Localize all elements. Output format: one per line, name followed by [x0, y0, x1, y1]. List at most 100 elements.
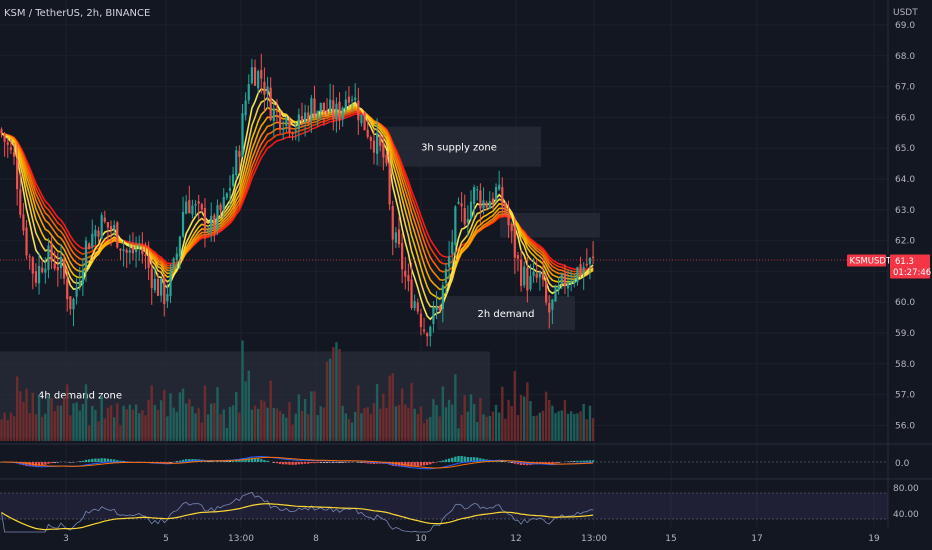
candle-body: [0, 129, 3, 134]
macd-hist-bar: [256, 458, 260, 462]
macd-hist-bar: [310, 462, 313, 464]
volume-bar: [116, 403, 119, 441]
candle-body: [69, 296, 72, 309]
x-tick-label: 3: [63, 534, 69, 544]
volume-bar: [563, 400, 567, 441]
candle-body: [3, 133, 6, 142]
volume-bar: [181, 388, 185, 441]
candle-body: [307, 112, 310, 122]
candle-body: [44, 268, 47, 273]
macd-hist-bar: [357, 462, 360, 463]
macd-hist-bar: [472, 457, 476, 462]
macd-hist-bar: [288, 462, 291, 465]
candle-body: [385, 154, 388, 164]
rsi-upper-label: 80.00: [893, 484, 919, 494]
volume-bar: [397, 405, 401, 441]
macd-hist-bar: [241, 459, 244, 462]
volume-bar: [272, 407, 276, 441]
candle-body: [147, 256, 150, 268]
volume-bar: [413, 408, 416, 441]
macd-hist-bar: [106, 458, 110, 462]
rsi-band: [0, 493, 888, 519]
volume-bar: [576, 413, 579, 441]
candle-body: [454, 206, 457, 246]
macd-hist-bar: [250, 457, 254, 462]
rsi-lower-label: 40.00: [893, 510, 919, 520]
volume-bar: [6, 420, 9, 441]
volume-bar: [56, 405, 60, 441]
y-tick-label: 66.0: [895, 113, 915, 123]
macd-hist-bar: [360, 462, 363, 463]
candle-body: [529, 275, 532, 289]
candle-body: [300, 116, 304, 122]
volume-bar: [244, 381, 247, 441]
macd-hist-bar: [476, 457, 479, 462]
macd-hist-bar: [469, 457, 473, 462]
candle-body: [181, 211, 185, 237]
volume-bar: [131, 409, 135, 441]
volume-bar: [557, 411, 560, 441]
macd-hist-bar: [460, 455, 463, 462]
y-tick-label: 60.0: [895, 298, 915, 308]
candle-body: [78, 282, 81, 286]
macd-hist-bar: [166, 462, 169, 464]
volume-bar: [156, 409, 160, 441]
volume-bar: [591, 418, 595, 441]
volume-bar: [175, 411, 178, 441]
macd-hist-bar: [291, 462, 294, 465]
volume-bar: [59, 405, 63, 441]
x-tick-label: 17: [751, 534, 762, 544]
volume-bar: [375, 384, 379, 441]
volume-bar: [316, 415, 319, 441]
candle-body: [532, 271, 535, 276]
volume-bar: [429, 417, 432, 441]
volume-bar: [40, 416, 44, 441]
candle-body: [172, 258, 175, 270]
macd-hist-bar: [319, 462, 322, 463]
candle-body: [466, 218, 469, 223]
candle-body: [141, 248, 144, 255]
macd-hist-bar: [109, 459, 113, 462]
volume-bar: [141, 410, 144, 441]
volume-bar: [225, 427, 229, 441]
volume-bar: [338, 349, 341, 441]
candle-body: [56, 266, 59, 271]
macd-hist-bar: [451, 457, 454, 462]
candle-body: [410, 279, 413, 308]
candle-body: [419, 313, 423, 328]
volume-bar: [231, 405, 235, 441]
volume-bar: [460, 414, 463, 441]
volume-bar: [488, 416, 491, 441]
candle-body: [585, 263, 588, 266]
volume-bar: [50, 398, 53, 441]
macd-hist-bar: [576, 460, 579, 462]
time-axis[interactable]: 3 5 13:00 8 10 12 13:00 15 17 19: [63, 534, 880, 544]
volume-bar: [12, 416, 16, 441]
volume-bar: [147, 399, 150, 441]
volume-bar: [53, 411, 56, 441]
candle-body: [257, 71, 260, 89]
candle-body: [363, 111, 366, 131]
candle-body: [37, 265, 41, 284]
volume-bar: [169, 393, 172, 441]
candle-body: [388, 164, 391, 205]
volume-bar: [307, 414, 310, 441]
volume-bar: [159, 400, 163, 441]
candle-body: [432, 307, 435, 324]
candle-body: [335, 103, 338, 120]
macd-hist-bar: [551, 462, 554, 464]
macd-hist-bar: [419, 462, 423, 466]
candle-body: [210, 215, 213, 230]
candle-body: [134, 249, 138, 253]
candle-body: [438, 306, 441, 310]
macd-hist-bar: [253, 458, 257, 462]
volume-bar: [526, 382, 529, 441]
candle-body: [535, 273, 538, 278]
candle-body: [329, 99, 332, 112]
macd-hist-bar: [573, 461, 576, 462]
volume-bar: [548, 400, 551, 441]
volume-bar: [313, 391, 316, 441]
volume-bar: [385, 407, 388, 441]
volume-bar: [573, 414, 576, 441]
